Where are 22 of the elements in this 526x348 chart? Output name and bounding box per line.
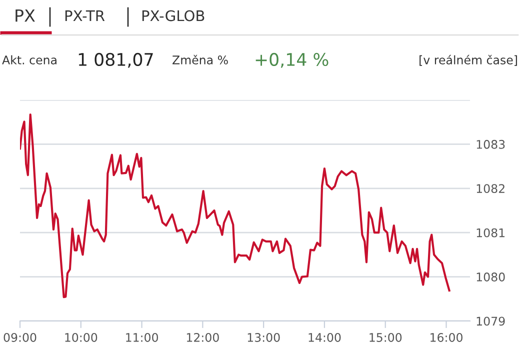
x-tick-label: 15:00	[370, 333, 402, 342]
line-series	[20, 114, 450, 298]
x-tick-label: 10:00	[65, 333, 98, 342]
text: Změna %	[172, 54, 228, 64]
y-tick-label: 1082	[476, 184, 504, 194]
text: PX-GLOB	[142, 10, 204, 22]
y-tick-label: 1083	[476, 140, 505, 149]
text: +0,14 %	[256, 52, 328, 68]
text: Akt. cena	[2, 55, 56, 64]
x-tick-label: 09:00	[4, 333, 36, 342]
x-tick-label: 13:00	[248, 333, 280, 342]
y-tick-label: 1079	[476, 316, 505, 326]
text: PX-TR	[65, 10, 105, 22]
y-tick-label: 1081	[476, 228, 505, 238]
text: [v reálném čase]	[420, 54, 517, 66]
text: 1 081,07	[78, 52, 153, 68]
y-tick-label: 1080	[476, 272, 505, 282]
x-tick-label: 11:00	[126, 333, 158, 342]
x-tick-label: 14:00	[308, 333, 341, 342]
x-tick-label: 12:00	[186, 333, 219, 342]
x-tick-label: 16:00	[430, 333, 462, 342]
chart-title: PX	[16, 9, 35, 22]
